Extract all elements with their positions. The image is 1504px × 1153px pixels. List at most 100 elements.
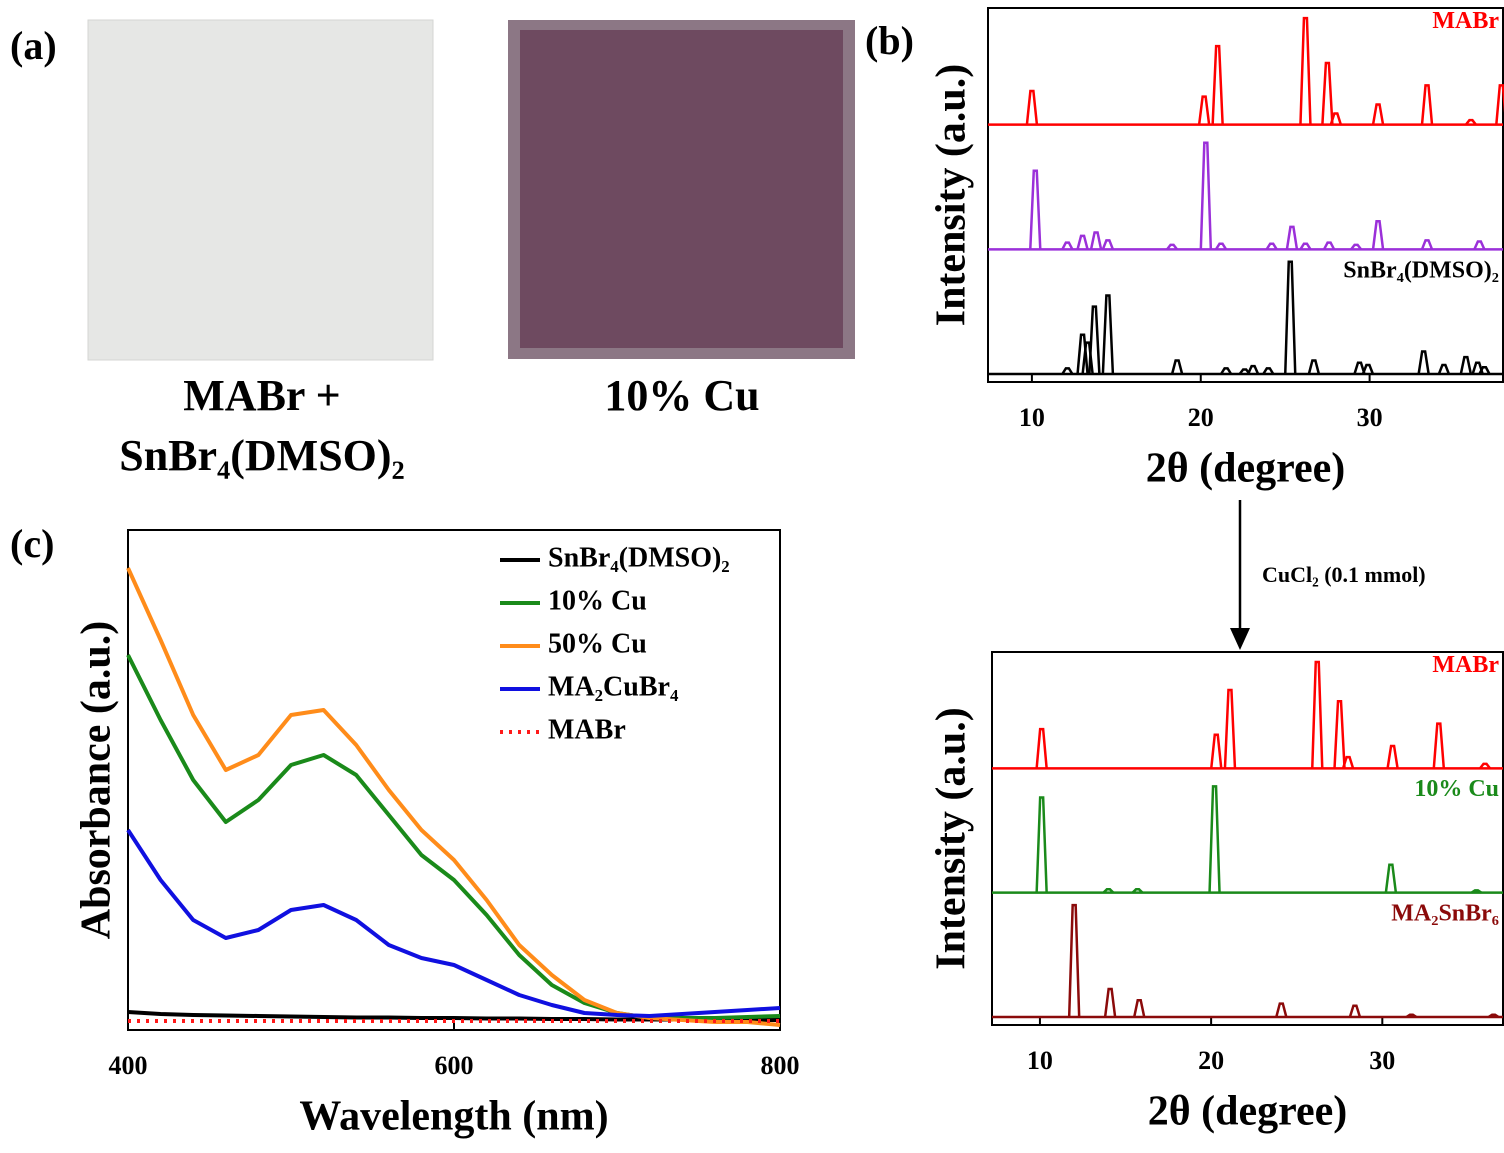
peak xyxy=(1437,363,1451,375)
peak xyxy=(1035,796,1048,893)
series-label: MABr xyxy=(1432,652,1499,678)
caption: MABr + xyxy=(183,371,340,420)
peak xyxy=(1464,118,1477,126)
peak xyxy=(1299,242,1312,250)
panel-label: (c) xyxy=(10,521,54,566)
photo-film-center xyxy=(520,30,843,348)
peak xyxy=(1384,863,1398,893)
peak xyxy=(1341,755,1355,769)
peak xyxy=(1197,95,1211,125)
peak xyxy=(1220,367,1233,375)
legend-label: 10% Cu xyxy=(548,585,647,616)
peak xyxy=(1307,359,1321,375)
peak xyxy=(1102,888,1115,894)
series-label: 10% Cu xyxy=(1414,776,1499,802)
data-line xyxy=(126,828,781,1018)
peak xyxy=(1170,359,1184,375)
peak xyxy=(1199,141,1213,250)
peak xyxy=(1089,231,1103,250)
peak xyxy=(1061,367,1074,375)
caption: 10% Cu xyxy=(604,371,759,420)
panel-label: (b) xyxy=(865,18,914,63)
peak xyxy=(1101,294,1115,375)
plot-frame xyxy=(127,529,781,1031)
x-tick-label: 400 xyxy=(109,1051,148,1080)
data-line xyxy=(126,567,781,1027)
x-tick-label: 20 xyxy=(1198,1046,1224,1075)
peak xyxy=(1353,361,1366,375)
peak xyxy=(1061,241,1074,250)
x-axis-label: 2θ (degree) xyxy=(1148,1089,1348,1135)
photo-film xyxy=(87,19,434,361)
peak xyxy=(1299,16,1312,125)
peak xyxy=(1103,987,1117,1018)
peak xyxy=(1262,367,1275,375)
peak xyxy=(1432,722,1446,769)
caption: SnBr₄(DMSO)₂ xyxy=(119,431,405,480)
peak xyxy=(1076,234,1089,250)
peak xyxy=(1473,240,1486,250)
x-axis-label: Wavelength (nm) xyxy=(299,1094,608,1140)
peak xyxy=(1321,61,1334,125)
y-axis-label: Intensity (a.u.) xyxy=(929,64,975,327)
x-tick-label: 20 xyxy=(1188,403,1214,432)
peak xyxy=(1029,169,1042,250)
peak xyxy=(1214,242,1228,250)
peak xyxy=(1208,785,1221,893)
peak xyxy=(1285,225,1299,250)
x-tick-label: 800 xyxy=(761,1051,800,1080)
arrow-label: CuCl₂ (0.1 mmol) xyxy=(1262,562,1426,587)
legend-label: MABr xyxy=(548,714,626,745)
peak xyxy=(1459,355,1473,375)
legend-label: MA₂CuBr₄ xyxy=(548,671,679,702)
peak xyxy=(1479,762,1492,770)
series-label: SnBr₄(DMSO)₂ xyxy=(1343,257,1499,283)
x-tick-label: 10 xyxy=(1019,403,1045,432)
plot-frame xyxy=(991,651,1504,1026)
arrow-head xyxy=(1230,628,1250,650)
peak xyxy=(1417,350,1430,375)
peak xyxy=(1223,688,1237,769)
peak xyxy=(1210,733,1223,769)
peak xyxy=(1101,239,1115,250)
peak xyxy=(1067,903,1081,1018)
legend-label: 50% Cu xyxy=(548,628,647,659)
y-axis-label: Absorbance (a.u.) xyxy=(74,621,120,940)
x-tick-label: 30 xyxy=(1369,1046,1395,1075)
peak xyxy=(1470,889,1483,894)
y-axis-label: Intensity (a.u.) xyxy=(929,707,975,970)
peak xyxy=(1284,260,1297,375)
peak xyxy=(1025,89,1039,125)
peak xyxy=(1405,1013,1418,1019)
peak xyxy=(1371,103,1385,125)
legend-label: SnBr₄(DMSO)₂ xyxy=(548,542,730,573)
panel-label: (a) xyxy=(10,23,57,68)
peak xyxy=(1088,305,1101,375)
peak xyxy=(1035,727,1048,769)
x-axis-label: 2θ (degree) xyxy=(1146,446,1346,492)
peak xyxy=(1265,242,1278,250)
peak xyxy=(1166,243,1179,251)
x-tick-label: 30 xyxy=(1357,403,1383,432)
series-label: MABr xyxy=(1432,8,1499,34)
peak xyxy=(1386,744,1399,769)
peak xyxy=(1131,888,1144,894)
peak xyxy=(1246,364,1260,375)
peak xyxy=(1322,241,1336,250)
series-label: MA₂SnBr₆ xyxy=(1391,901,1499,927)
x-tick-label: 10 xyxy=(1027,1046,1053,1075)
peak xyxy=(1329,112,1343,126)
peak xyxy=(1420,84,1434,125)
peak xyxy=(1275,1002,1288,1018)
peak xyxy=(1211,44,1224,125)
peak xyxy=(1333,699,1346,769)
peak xyxy=(1495,84,1504,125)
plot-frame xyxy=(987,7,1504,383)
peak xyxy=(1132,998,1146,1018)
peak xyxy=(1361,363,1375,375)
x-tick-label: 600 xyxy=(435,1051,474,1080)
peak xyxy=(1348,1004,1362,1018)
peak xyxy=(1420,239,1434,250)
